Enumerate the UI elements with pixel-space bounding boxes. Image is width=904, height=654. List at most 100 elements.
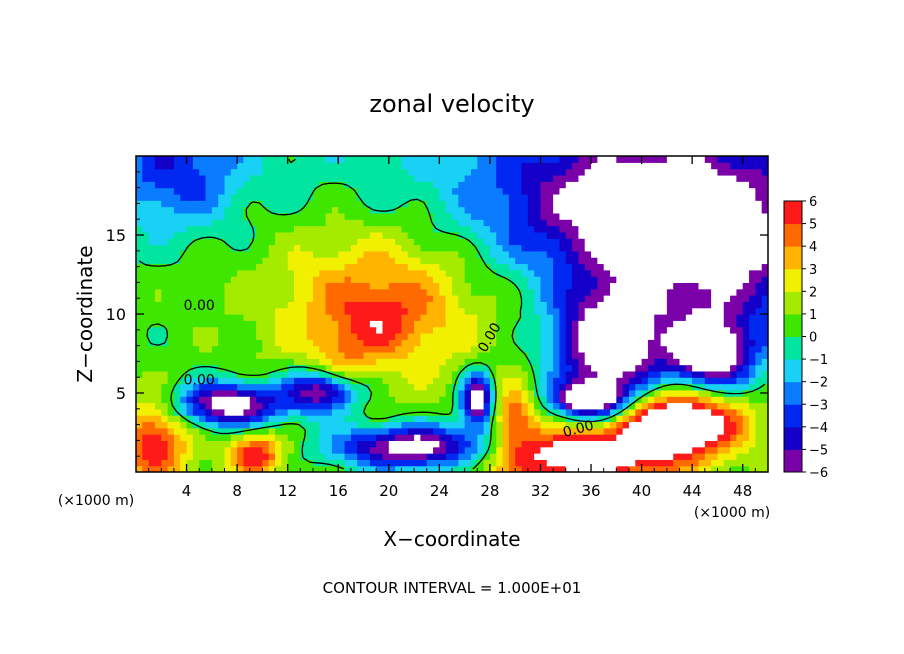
heatmap-cell (647, 276, 655, 283)
heatmap-cell (496, 212, 504, 220)
heatmap-cell (230, 200, 238, 208)
heatmap-cell (344, 168, 352, 176)
heatmap-cell (591, 351, 598, 359)
heatmap-cell (414, 174, 421, 182)
heatmap-cell (679, 453, 687, 460)
heatmap-cell (395, 383, 403, 391)
heatmap-cell (243, 257, 251, 265)
heatmap-cell (534, 225, 542, 233)
heatmap-cell (439, 396, 447, 404)
heatmap-cell (540, 415, 548, 423)
heatmap-cell (439, 427, 447, 435)
heatmap-cell (458, 402, 466, 410)
heatmap-cell (527, 389, 535, 397)
heatmap-cell (414, 465, 421, 472)
heatmap-cell (572, 434, 579, 441)
heatmap-cell (312, 162, 320, 170)
heatmap-cell (237, 364, 245, 372)
heatmap-cell (723, 200, 731, 208)
heatmap-cell (584, 206, 592, 214)
heatmap-cell (142, 156, 150, 163)
heatmap-cell (654, 181, 662, 189)
heatmap-cell (458, 193, 466, 201)
heatmap-cell (407, 212, 415, 220)
heatmap-cell (723, 364, 731, 372)
heatmap-cell (508, 459, 516, 467)
heatmap-cell (698, 295, 706, 302)
heatmap-cell (496, 269, 504, 277)
heatmap-cell (230, 351, 238, 359)
heatmap-cell (268, 446, 276, 454)
heatmap-cell (527, 345, 535, 353)
heatmap-cell (199, 193, 207, 201)
heatmap-cell (755, 383, 763, 391)
heatmap-cell (483, 219, 491, 227)
heatmap-cell (666, 326, 674, 334)
heatmap-cell (489, 459, 497, 467)
heatmap-cell (287, 389, 295, 397)
heatmap-cell (591, 219, 598, 227)
heatmap-cell (275, 206, 282, 214)
heatmap-cell (268, 459, 276, 467)
heatmap-cell (489, 440, 497, 448)
heatmap-cell (628, 244, 636, 252)
heatmap-cell (660, 250, 668, 258)
heatmap-cell (489, 162, 497, 170)
heatmap-cell (628, 383, 636, 391)
heatmap-cell (641, 193, 649, 201)
heatmap-cell (230, 465, 238, 472)
heatmap-cell (148, 200, 156, 208)
heatmap-cell (749, 250, 756, 258)
heatmap-cell (281, 193, 289, 201)
heatmap-cell (154, 238, 162, 246)
heatmap-cell (433, 383, 440, 391)
heatmap-cell (761, 193, 768, 201)
heatmap-cell (559, 181, 567, 189)
heatmap-cell (761, 200, 768, 208)
heatmap-cell (704, 288, 712, 296)
heatmap-cell (388, 269, 396, 277)
heatmap-cell (698, 408, 706, 416)
heatmap-cell (142, 244, 150, 252)
heatmap-cell (237, 225, 245, 233)
heatmap-cell (338, 339, 346, 347)
heatmap-cell (692, 459, 700, 467)
heatmap-cell (723, 345, 731, 353)
heatmap-cell (325, 187, 333, 195)
heatmap-cell (205, 168, 213, 176)
heatmap-cell (262, 396, 270, 404)
heatmap-cell (622, 187, 630, 195)
heatmap-cell (622, 206, 630, 214)
heatmap-cell (350, 446, 358, 454)
heatmap-cell (445, 250, 453, 258)
heatmap-cell (458, 295, 466, 302)
heatmap-cell (306, 257, 314, 265)
heatmap-cell (483, 181, 491, 189)
heatmap-cell (148, 250, 156, 258)
heatmap-cell (357, 193, 365, 201)
heatmap-cell (312, 250, 320, 258)
heatmap-cell (243, 263, 251, 271)
heatmap-cell (761, 187, 768, 195)
heatmap-cell (660, 377, 668, 385)
heatmap-cell (331, 453, 339, 460)
heatmap-cell (749, 314, 756, 321)
heatmap-cell (464, 276, 472, 283)
heatmap-cell (192, 282, 200, 290)
heatmap-cell (692, 181, 700, 189)
heatmap-cell (717, 206, 725, 214)
heatmap-cell (452, 459, 459, 467)
heatmap-cell (704, 219, 712, 227)
heatmap-cell (502, 434, 510, 441)
heatmap-cell (673, 314, 681, 321)
heatmap-cell (420, 396, 428, 404)
heatmap-cell (515, 440, 523, 448)
heatmap-cell (306, 162, 314, 170)
heatmap-cell (338, 231, 346, 239)
heatmap-cell (205, 440, 213, 448)
heatmap-cell (180, 212, 188, 220)
heatmap-cell (610, 212, 617, 220)
heatmap-cell (610, 200, 617, 208)
heatmap-cell (388, 415, 396, 423)
heatmap-cell (591, 377, 598, 385)
